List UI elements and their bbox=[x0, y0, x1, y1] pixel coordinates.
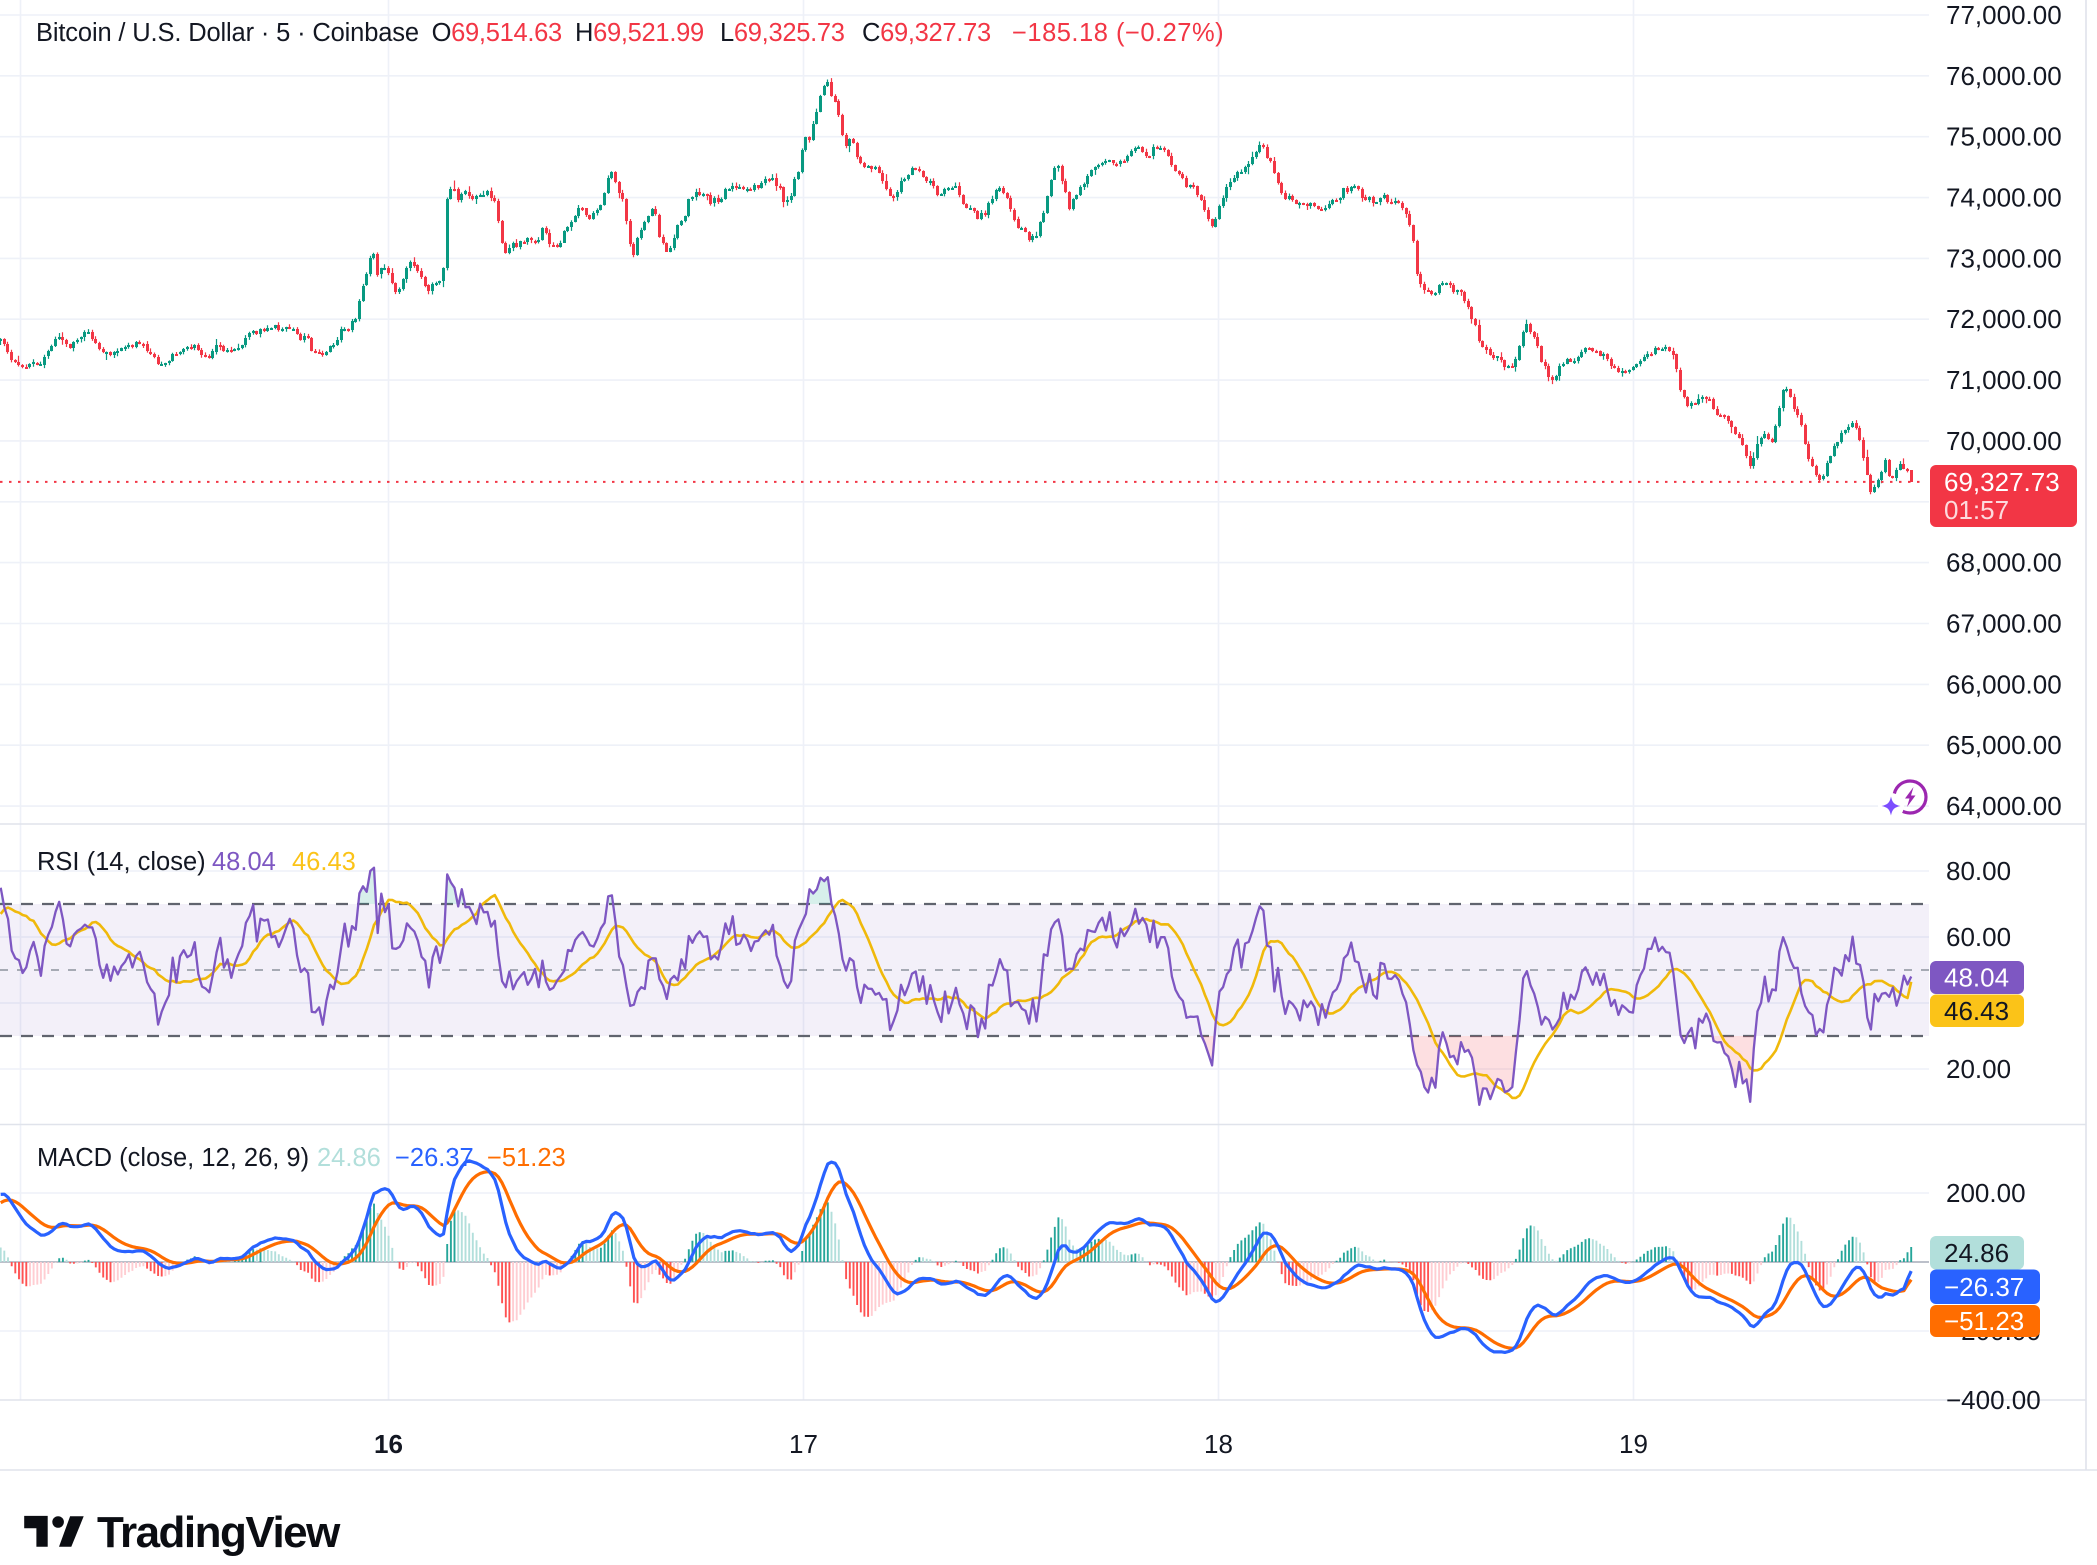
svg-text:48.04: 48.04 bbox=[1944, 963, 2009, 993]
svg-text:77,000.00: 77,000.00 bbox=[1946, 0, 2062, 30]
svg-text:−400.00: −400.00 bbox=[1946, 1385, 2041, 1415]
svg-text:18: 18 bbox=[1204, 1429, 1233, 1459]
svg-text:17: 17 bbox=[789, 1429, 818, 1459]
svg-text:O69,514.63: O69,514.63 bbox=[432, 19, 562, 47]
svg-text:200.00: 200.00 bbox=[1946, 1178, 2026, 1208]
svg-text:L69,325.73: L69,325.73 bbox=[720, 19, 845, 47]
svg-text:71,000.00: 71,000.00 bbox=[1946, 365, 2062, 395]
svg-text:60.00: 60.00 bbox=[1946, 922, 2011, 952]
svg-text:−26.37: −26.37 bbox=[1944, 1272, 2024, 1302]
svg-text:H69,521.99: H69,521.99 bbox=[575, 19, 704, 47]
svg-text:24.86: 24.86 bbox=[317, 1144, 381, 1172]
svg-text:80.00: 80.00 bbox=[1946, 856, 2011, 886]
svg-text:72,000.00: 72,000.00 bbox=[1946, 304, 2062, 334]
svg-text:−51.23: −51.23 bbox=[487, 1144, 566, 1172]
svg-text:16: 16 bbox=[374, 1429, 403, 1459]
svg-text:46.43: 46.43 bbox=[292, 848, 356, 876]
svg-text:C69,327.73: C69,327.73 bbox=[862, 19, 991, 47]
svg-text:68,000.00: 68,000.00 bbox=[1946, 548, 2062, 578]
svg-text:64,000.00: 64,000.00 bbox=[1946, 791, 2062, 821]
svg-text:73,000.00: 73,000.00 bbox=[1946, 243, 2062, 273]
svg-text:48.04: 48.04 bbox=[212, 848, 276, 876]
svg-text:66,000.00: 66,000.00 bbox=[1946, 669, 2062, 699]
svg-text:−26.37: −26.37 bbox=[395, 1144, 474, 1172]
svg-text:75,000.00: 75,000.00 bbox=[1946, 122, 2062, 152]
svg-text:MACD (close, 12, 26, 9): MACD (close, 12, 26, 9) bbox=[37, 1144, 309, 1172]
svg-text:Bitcoin / U.S. Dollar · 5 · Co: Bitcoin / U.S. Dollar · 5 · Coinbase bbox=[36, 19, 419, 47]
svg-text:19: 19 bbox=[1619, 1429, 1648, 1459]
svg-text:20.00: 20.00 bbox=[1946, 1054, 2011, 1084]
svg-text:74,000.00: 74,000.00 bbox=[1946, 183, 2062, 213]
svg-text:69,327.73: 69,327.73 bbox=[1944, 467, 2060, 497]
svg-text:46.43: 46.43 bbox=[1944, 996, 2009, 1026]
svg-text:65,000.00: 65,000.00 bbox=[1946, 730, 2062, 760]
svg-text:67,000.00: 67,000.00 bbox=[1946, 609, 2062, 639]
svg-text:76,000.00: 76,000.00 bbox=[1946, 61, 2062, 91]
svg-text:01:57: 01:57 bbox=[1944, 495, 2009, 525]
svg-text:TradingView: TradingView bbox=[97, 1508, 341, 1557]
svg-text:−185.18 (−0.27%): −185.18 (−0.27%) bbox=[1012, 19, 1224, 47]
svg-text:70,000.00: 70,000.00 bbox=[1946, 426, 2062, 456]
svg-text:−51.23: −51.23 bbox=[1944, 1306, 2024, 1336]
svg-text:RSI (14, close): RSI (14, close) bbox=[37, 848, 206, 876]
svg-text:24.86: 24.86 bbox=[1944, 1238, 2009, 1268]
